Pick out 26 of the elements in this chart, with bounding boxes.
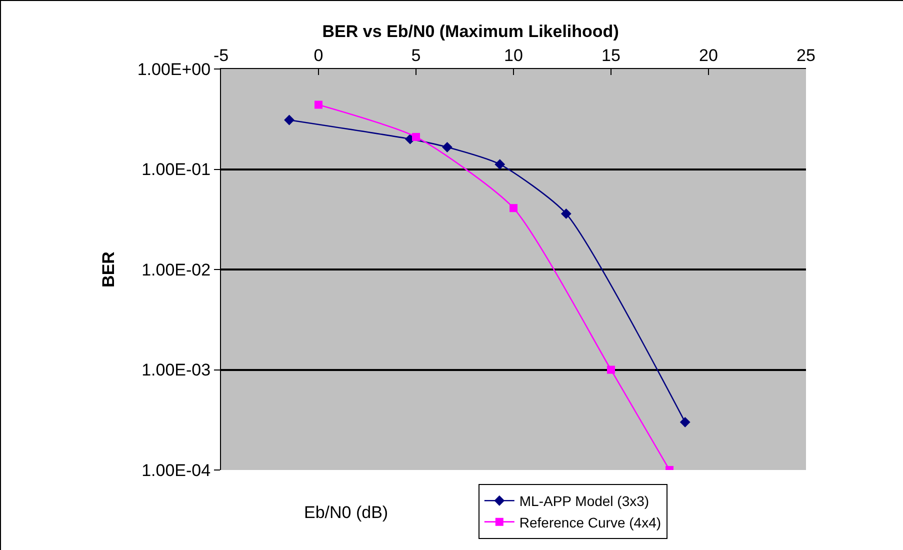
- x-tick-label: -5: [213, 46, 229, 66]
- point: [314, 100, 322, 109]
- legend-label: ML-APP Model (3x3): [519, 493, 650, 510]
- y-tick-label: 1.00E-03: [142, 360, 211, 380]
- x-tick-label: 5: [411, 46, 421, 66]
- x-tick-label: 25: [796, 46, 816, 66]
- point: [560, 208, 572, 219]
- x-tick-label: 15: [602, 46, 620, 66]
- x-tick-label: 0: [314, 46, 324, 66]
- point: [510, 204, 518, 212]
- y-tick-label: 1.00E-02: [142, 260, 211, 280]
- point: [680, 416, 690, 428]
- x-tick-label: 10: [504, 46, 523, 66]
- y-tick-label: 1.00E-04: [142, 460, 211, 480]
- chart-title: BER vs Eb/N0 (Maximum Likelihood): [322, 22, 619, 42]
- point: [494, 159, 506, 170]
- y-axis-title: BER: [98, 252, 118, 288]
- point: [607, 366, 615, 374]
- x-axis-title: Eb/N0 (dB): [304, 503, 388, 522]
- y-tick-label: 1.00E-01: [142, 160, 211, 180]
- point: [442, 142, 452, 152]
- point: [284, 114, 294, 126]
- y-tick-label: 1.00E+00: [137, 60, 211, 79]
- point: [412, 132, 420, 141]
- x-tick-label: 20: [699, 46, 718, 66]
- legend-label: Reference Curve (4x4): [519, 514, 662, 530]
